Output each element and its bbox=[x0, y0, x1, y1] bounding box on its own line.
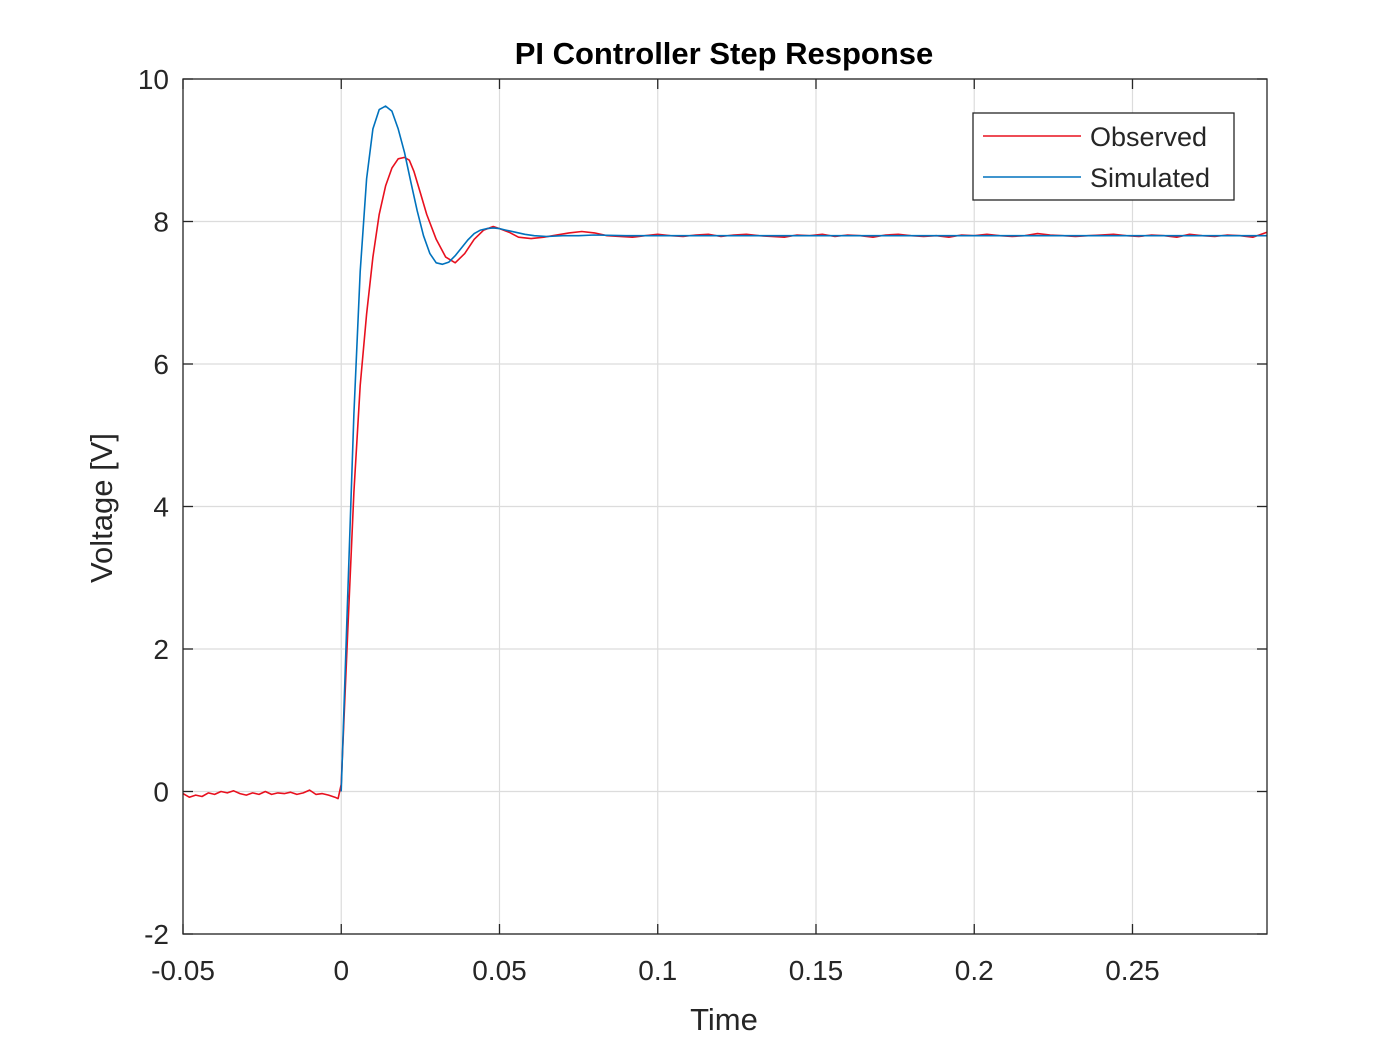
series-line-simulated bbox=[340, 105, 1267, 792]
y-tick-label: 4 bbox=[153, 492, 169, 523]
chart-title: PI Controller Step Response bbox=[515, 36, 934, 71]
x-tick-label: 0 bbox=[333, 955, 349, 986]
y-tick-label: 6 bbox=[153, 349, 169, 380]
x-tick-label: 0.2 bbox=[955, 955, 994, 986]
legend-label-observed: Observed bbox=[1090, 122, 1207, 152]
series-line-observed bbox=[182, 156, 1268, 800]
y-tick-label: 2 bbox=[153, 634, 169, 665]
x-tick-label: 0.05 bbox=[472, 955, 527, 986]
x-tick-label: 0.25 bbox=[1105, 955, 1160, 986]
legend-box bbox=[972, 112, 1235, 201]
y-tick-label: -2 bbox=[144, 919, 169, 950]
tick-labels: -0.05 0 0.05 0.1 0.15 0.2 0.25 -2 0 2 4 6 8 10 bbox=[138, 64, 1160, 986]
legend: Observed Simulated bbox=[972, 112, 1235, 201]
y-axis-label: Voltage [V] bbox=[84, 433, 119, 583]
y-tick-label: 8 bbox=[153, 207, 169, 238]
legend-label-simulated: Simulated bbox=[1090, 163, 1210, 193]
x-axis-label: Time bbox=[690, 1002, 758, 1037]
series bbox=[182, 105, 1268, 800]
y-tick-label: 0 bbox=[153, 777, 169, 808]
x-tick-label: -0.05 bbox=[151, 955, 215, 986]
plot-frame bbox=[182, 78, 1268, 935]
x-tick-label: 0.15 bbox=[789, 955, 844, 986]
x-tick-label: 0.1 bbox=[638, 955, 677, 986]
y-tick-label: 10 bbox=[138, 64, 169, 95]
